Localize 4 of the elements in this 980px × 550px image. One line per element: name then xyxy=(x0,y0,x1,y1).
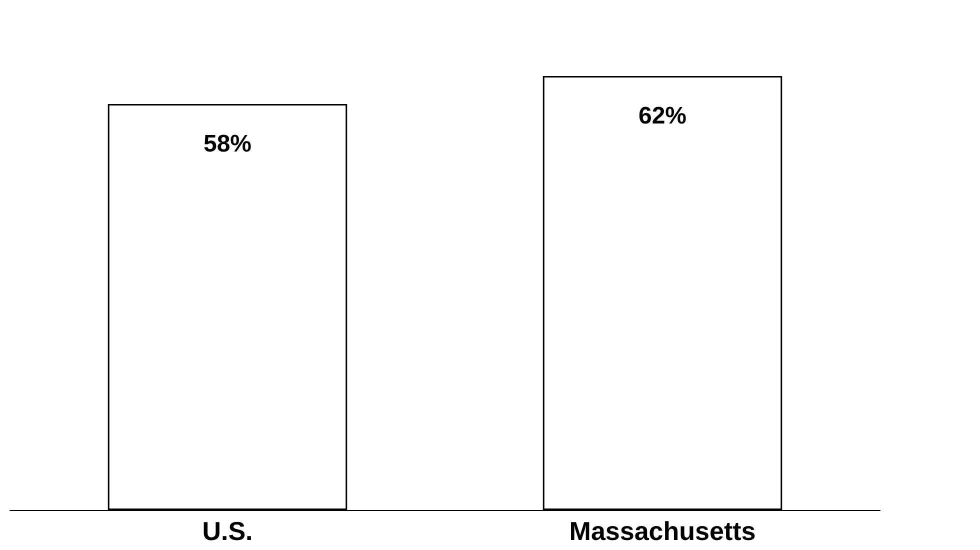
x-tick-label: Massachusetts xyxy=(569,516,756,546)
x-tick-label: U.S. xyxy=(202,516,253,546)
data-label: 62% xyxy=(638,102,687,130)
data-label: 58% xyxy=(203,130,252,158)
